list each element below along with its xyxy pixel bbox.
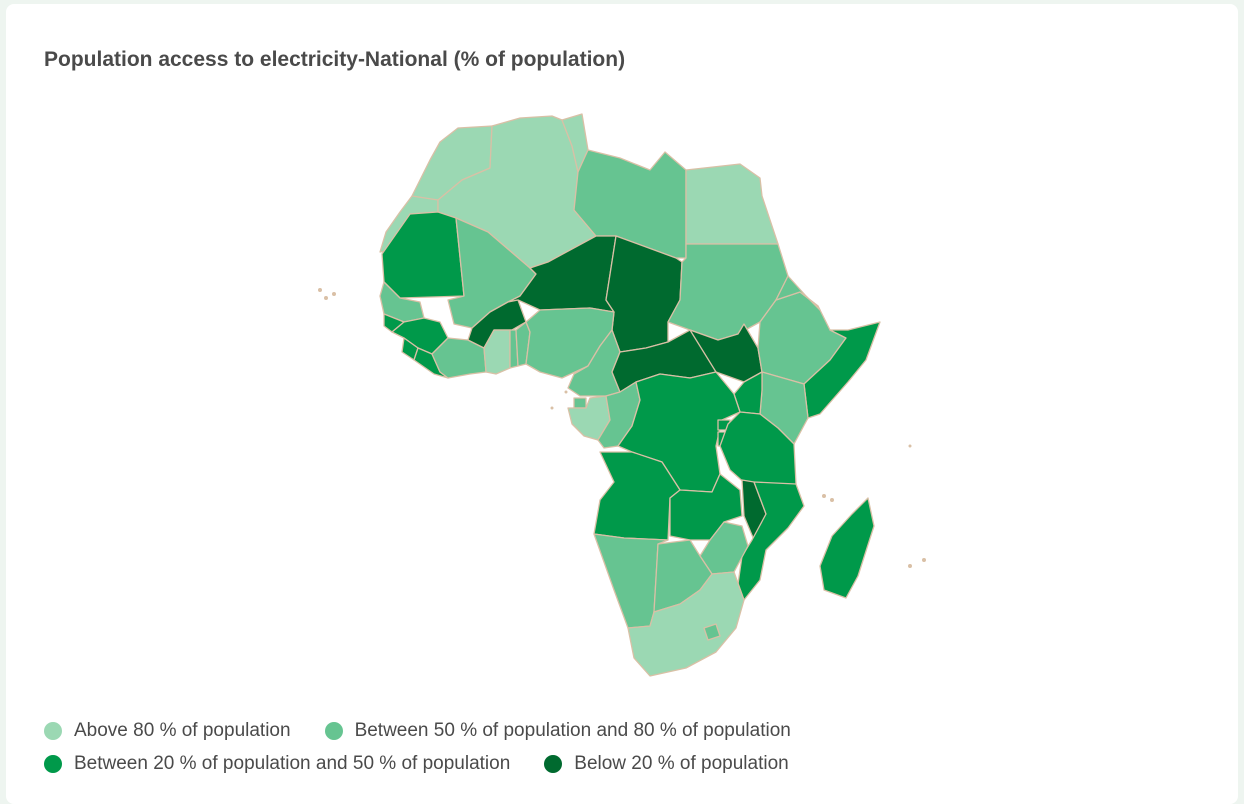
legend-item-above-80[interactable]: Above 80 % of population (44, 720, 291, 742)
country-equatorial-guinea[interactable] (573, 397, 587, 409)
cape-verde-island (332, 292, 336, 296)
legend: Above 80 % of population Between 50 % of… (44, 714, 825, 780)
legend-label: Between 20 % of population and 50 % of p… (74, 752, 511, 774)
legend-row: Above 80 % of population Between 50 % of… (44, 714, 825, 747)
legend-row: Between 20 % of population and 50 % of p… (44, 747, 825, 780)
legend-dot-icon (44, 721, 62, 740)
country-mauritania[interactable] (381, 211, 465, 299)
country-south-africa[interactable] (627, 571, 745, 677)
legend-item-between-50-80[interactable]: Between 50 % of population and 80 % of p… (324, 719, 791, 742)
seychelles-island (908, 444, 912, 448)
chart-title: Population access to electricity-Nationa… (44, 48, 626, 71)
country-madagascar[interactable] (819, 497, 875, 599)
africa-map (318, 113, 926, 677)
country-mozambique[interactable] (737, 481, 805, 601)
legend-item-below-20[interactable]: Below 20 % of population (544, 752, 789, 775)
comoros-island (830, 498, 834, 502)
bioko-island (564, 390, 568, 394)
reunion-island (922, 558, 926, 562)
legend-dot-icon (544, 754, 563, 773)
comoros-island (822, 494, 826, 498)
country-eritrea[interactable] (775, 275, 821, 311)
country-somalia[interactable] (803, 321, 881, 419)
country-lesotho[interactable] (703, 623, 721, 641)
cape-verde-island (318, 288, 322, 292)
legend-item-between-20-50[interactable]: Between 20 % of population and 50 % of p… (44, 753, 510, 775)
country-egypt[interactable] (685, 163, 779, 245)
mauritius-island (908, 564, 912, 568)
legend-label: Between 50 % of population and 80 % of p… (354, 719, 791, 741)
legend-dot-icon (44, 754, 62, 773)
sao-tome-island (550, 406, 554, 410)
legend-dot-icon (324, 721, 343, 740)
legend-label: Below 20 % of population (574, 752, 789, 774)
country-burkina-faso[interactable] (467, 299, 527, 349)
cape-verde-island (324, 296, 328, 300)
legend-label: Above 80 % of population (74, 719, 291, 741)
